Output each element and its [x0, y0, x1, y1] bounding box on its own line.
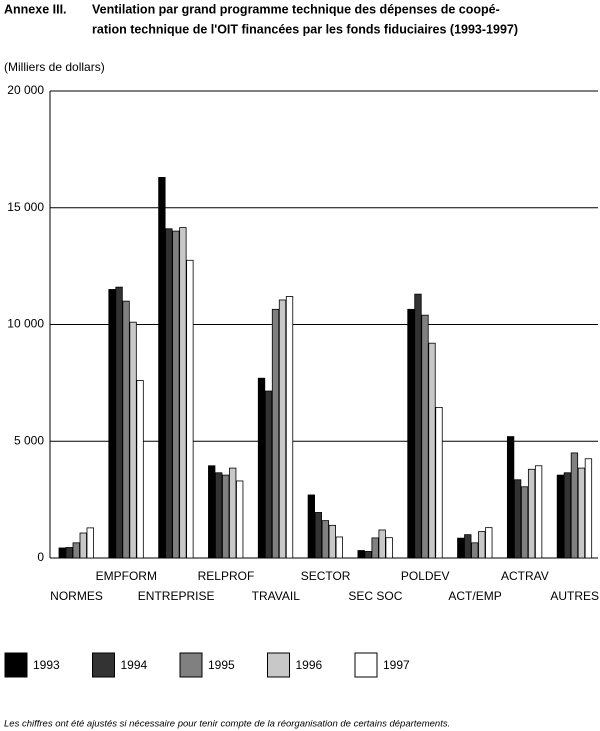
bar	[520, 486, 529, 559]
legend-swatch	[267, 652, 290, 678]
bar	[570, 452, 579, 559]
bar	[556, 474, 565, 559]
bar	[328, 524, 336, 559]
bar	[222, 474, 230, 559]
bar	[485, 527, 493, 559]
x-tick-label: NORMES	[50, 589, 103, 603]
bar	[179, 227, 187, 559]
bar	[335, 536, 343, 559]
x-tick-label: SECTOR	[301, 569, 351, 583]
legend-label: 1995	[208, 658, 235, 672]
bar	[58, 547, 66, 559]
bar	[236, 480, 244, 559]
bar	[215, 472, 223, 559]
bar	[435, 406, 443, 559]
bar	[457, 537, 465, 559]
bar	[115, 286, 123, 559]
bar	[285, 296, 294, 559]
chart-title: ration technique de l'OIT financées par …	[92, 22, 518, 36]
bar	[563, 472, 572, 559]
bar	[321, 520, 329, 559]
bar	[172, 230, 180, 559]
bar	[72, 542, 80, 559]
y-tick-label: 5 000	[14, 433, 44, 447]
bar	[229, 467, 237, 559]
bar	[129, 321, 137, 559]
bar	[506, 436, 515, 559]
annex-label: Annexe III.	[4, 2, 67, 16]
legend-label: 1994	[121, 658, 148, 672]
x-tick-label: EMPFORM	[96, 569, 157, 583]
x-tick-label: ACT/EMP	[448, 589, 501, 603]
bar	[158, 176, 166, 559]
legend-swatch	[92, 652, 115, 678]
bar	[186, 259, 194, 559]
y-tick-label: 10 000	[7, 317, 44, 331]
bar	[165, 228, 173, 559]
bar	[264, 390, 273, 559]
bar	[364, 551, 372, 559]
legend-label: 1997	[383, 658, 410, 672]
x-tick-label: SEC SOC	[348, 589, 402, 603]
legend-swatch	[354, 652, 378, 678]
bar	[79, 532, 87, 559]
bar	[86, 527, 94, 559]
legend-swatch	[4, 652, 28, 678]
bar	[271, 308, 280, 559]
bar	[414, 293, 422, 559]
bar	[577, 467, 586, 559]
x-tick-label: POLDEV	[401, 569, 450, 583]
bar	[378, 529, 386, 559]
bar	[527, 468, 536, 559]
legend-label: 1996	[296, 658, 323, 672]
footnote: Les chiffres ont été ajustés si nécessai…	[4, 719, 450, 730]
x-tick-label: RELPROF	[198, 569, 255, 583]
bar	[278, 299, 287, 559]
y-tick-label: 20 000	[7, 83, 44, 97]
bar	[584, 458, 593, 559]
bar	[407, 308, 415, 559]
bar	[208, 465, 216, 559]
x-tick-label: ACTRAV	[501, 569, 549, 583]
bar	[385, 537, 393, 559]
x-tick-label: ENTREPRISE	[138, 589, 215, 603]
bar	[428, 342, 436, 559]
bar	[513, 479, 522, 559]
bar	[421, 314, 429, 559]
bar	[314, 512, 322, 559]
bar	[464, 534, 472, 559]
x-tick-label: TRAVAIL	[252, 589, 301, 603]
bar	[357, 550, 365, 559]
x-tick-label: AUTRES	[550, 589, 599, 603]
bar	[65, 547, 73, 559]
bar	[257, 377, 266, 559]
bar	[534, 465, 543, 559]
bar	[478, 531, 486, 559]
bar	[307, 494, 315, 559]
bar	[122, 300, 130, 559]
bar	[136, 380, 144, 559]
legend-label: 1993	[33, 658, 60, 672]
bar	[371, 537, 379, 559]
chart-title: Ventilation par grand programme techniqu…	[92, 2, 500, 16]
bar	[108, 289, 116, 559]
y-tick-label: 15 000	[7, 200, 44, 214]
y-axis-label: (Milliers de dollars)	[4, 60, 105, 74]
y-tick-label: 0	[37, 550, 44, 564]
bar	[471, 542, 479, 559]
legend-swatch	[179, 652, 203, 678]
